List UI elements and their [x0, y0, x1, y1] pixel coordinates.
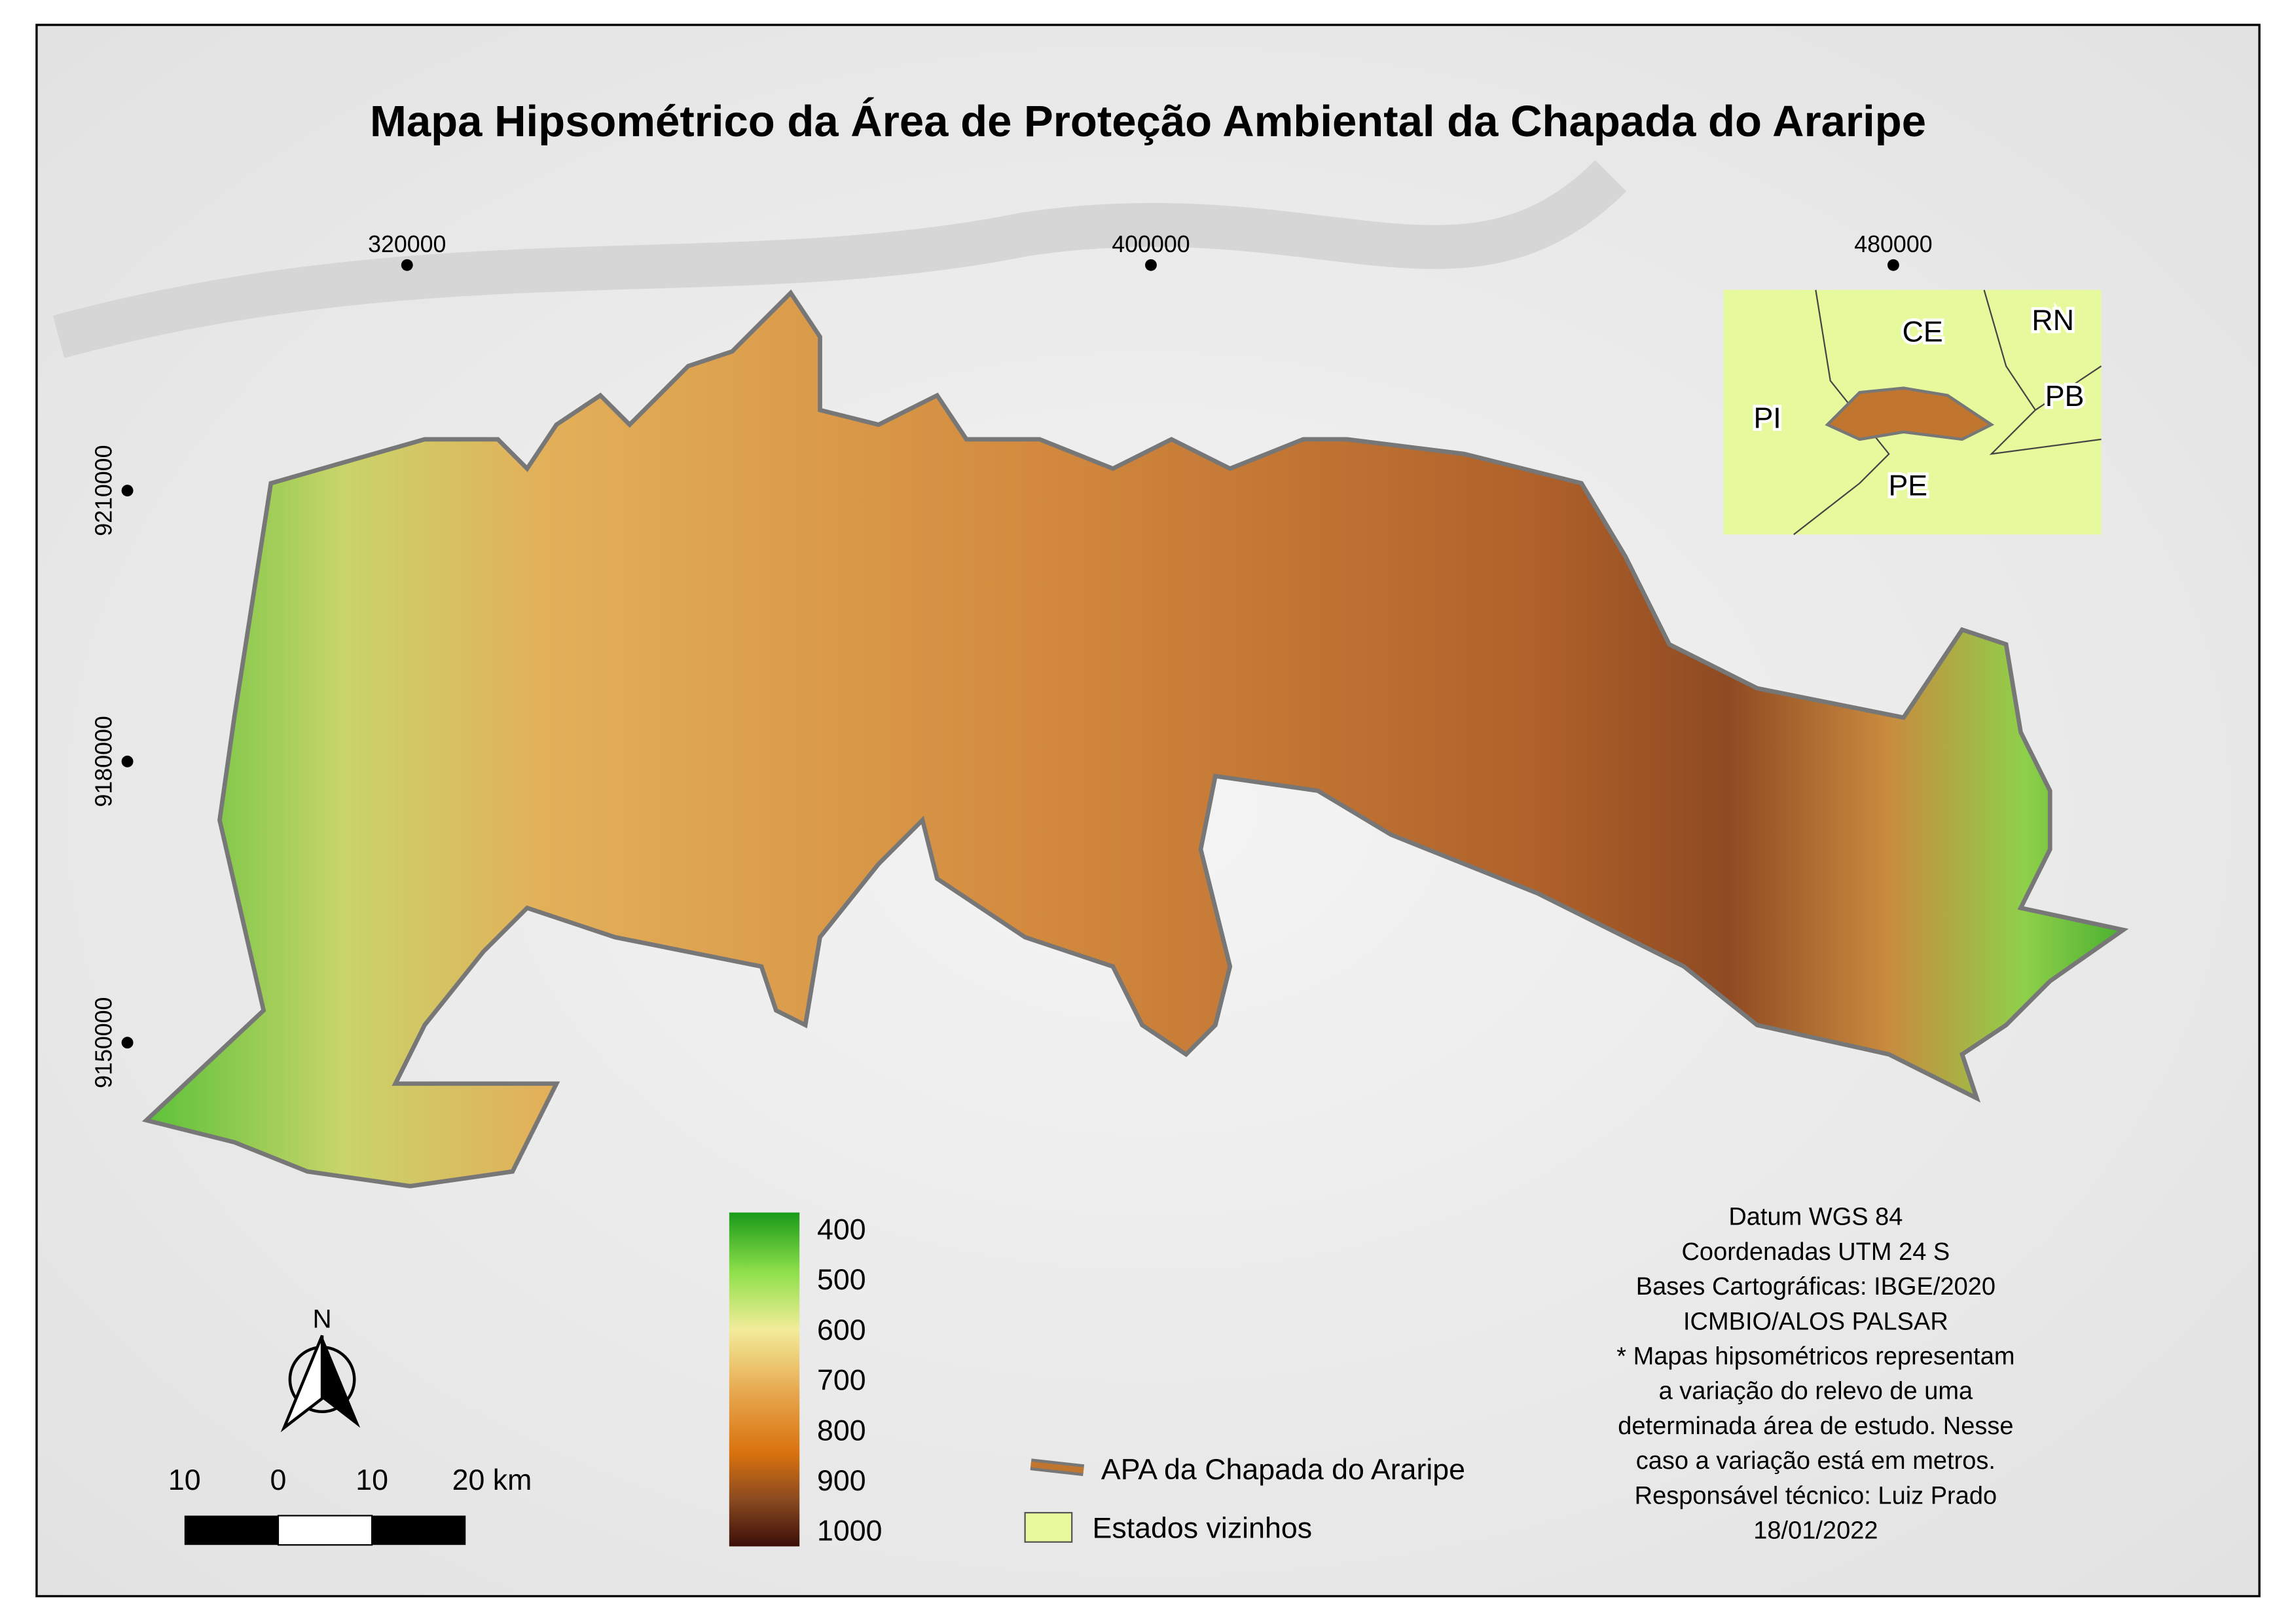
north-label: N: [313, 1304, 332, 1334]
scale-label: 10: [168, 1464, 201, 1496]
elevation-tick-label: 1000: [817, 1515, 882, 1547]
scale-label: 10: [355, 1464, 388, 1496]
note-line: Bases Cartográficas: IBGE/2020: [1636, 1273, 1995, 1301]
grid-y-marker: [121, 755, 134, 767]
grid-x-marker: [1145, 259, 1157, 271]
scale-label: 20 km: [452, 1464, 532, 1496]
note-line: Responsável técnico: Luiz Prado: [1635, 1482, 1997, 1509]
relief-ridge: [52, 160, 1626, 358]
elevation-tick-label: 900: [817, 1465, 866, 1497]
inset-apa: [1825, 386, 1995, 441]
apa-area: [141, 289, 2129, 1189]
title: Mapa Hipsométrico da Área de Proteção Am…: [370, 97, 1926, 146]
inset-label: PI: [1753, 403, 1781, 435]
grid-y-marker: [121, 485, 134, 497]
grid-x-label: 480000: [1854, 231, 1932, 257]
grid-x-label: 320000: [368, 231, 446, 257]
grid-x-label: 400000: [1112, 231, 1190, 257]
inset-borders: [1793, 289, 2102, 536]
elevation-tick-label: 500: [817, 1264, 866, 1296]
note-line: ICMBIO/ALOS PALSAR: [1683, 1308, 1948, 1335]
note-line: Coordenadas UTM 24 S: [1681, 1238, 1950, 1266]
scale-label: 0: [270, 1464, 287, 1496]
grid-x-marker: [401, 259, 413, 271]
grid-y-label: 9210000: [90, 445, 117, 536]
legend-apa-fill: [1030, 1461, 1084, 1473]
note-line: a variação do relevo de uma: [1659, 1378, 1973, 1405]
scale-segment: [184, 1515, 278, 1545]
note-line: 18/01/2022: [1753, 1517, 1878, 1545]
elevation-ramp: [729, 1212, 800, 1547]
elevation-tick-label: 800: [817, 1414, 866, 1447]
note-line: caso a variação está em metros.: [1636, 1447, 1995, 1475]
north-arrow: [280, 1335, 361, 1433]
scale-segment: [277, 1515, 373, 1546]
grid-y-marker: [121, 1037, 134, 1049]
inset-label: PE: [1888, 470, 1927, 502]
elevation-tick-label: 400: [817, 1214, 866, 1246]
inset-label: PB: [2045, 380, 2085, 413]
grid-y-label: 9180000: [90, 716, 117, 807]
inset-label: RN: [2032, 304, 2074, 337]
grid-x-marker: [1887, 259, 1899, 271]
grid-y-label: 9150000: [90, 997, 117, 1088]
legend-label: Estados vizinhos: [1093, 1513, 1313, 1545]
legend-label: APA da Chapada do Araripe: [1101, 1454, 1465, 1486]
scale-segment: [372, 1515, 466, 1545]
elevation-tick-label: 600: [817, 1314, 866, 1346]
note-line: Datum WGS 84: [1728, 1204, 1903, 1231]
legend-states-symbol: [1024, 1511, 1073, 1543]
note-line: determinada área de estudo. Nesse: [1618, 1412, 2013, 1440]
elevation-tick-label: 700: [817, 1365, 866, 1397]
note-line: * Mapas hipsométricos representam: [1616, 1342, 2014, 1370]
inset-label: CE: [1903, 316, 1943, 348]
